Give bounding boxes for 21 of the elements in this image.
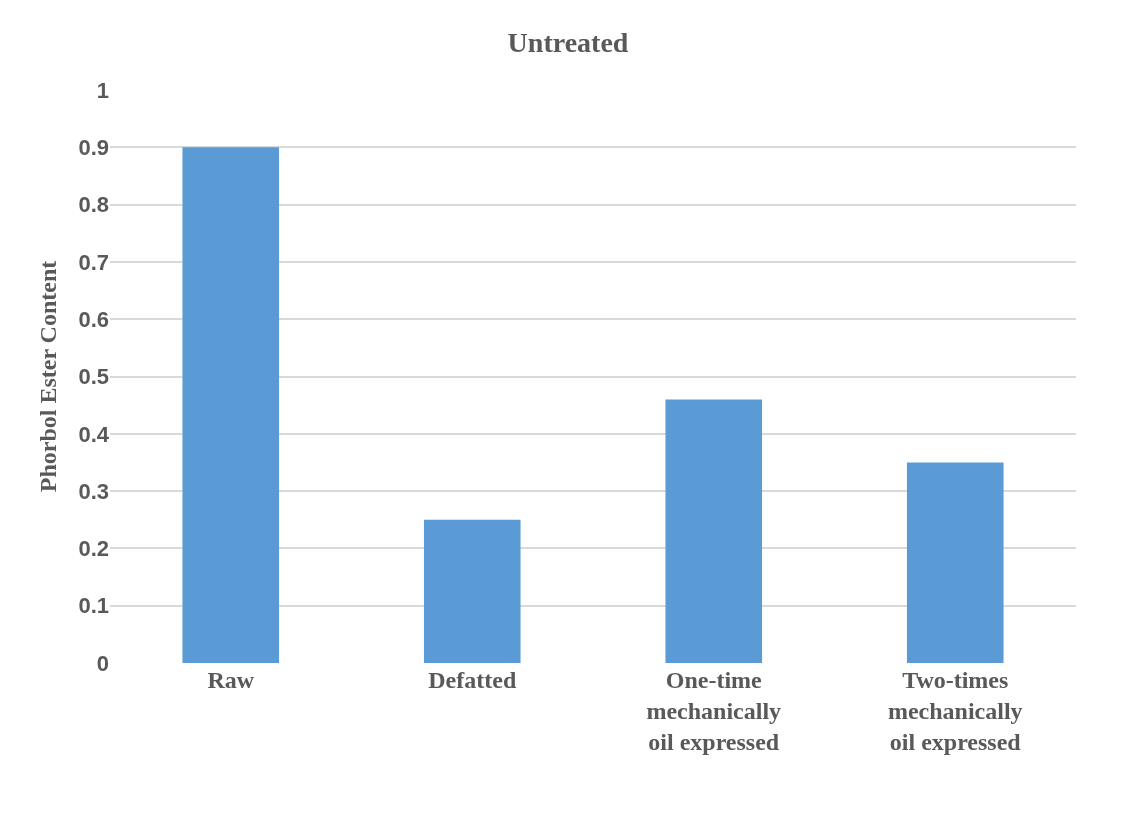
y-tick-label: 0.5 xyxy=(78,364,109,390)
y-axis-title: Phorbol Ester Content xyxy=(34,260,61,493)
y-tick-label: 1 xyxy=(96,77,109,103)
x-tick-label: Defatted xyxy=(428,667,517,693)
y-tick-label: 0.1 xyxy=(78,593,109,619)
bar xyxy=(906,462,1004,663)
y-tick-label: 0.9 xyxy=(78,135,109,160)
y-tick-label: 0.7 xyxy=(78,249,109,275)
x-tick-label: Two-times mechanically oil expressed xyxy=(887,667,1023,756)
x-tick-label: Raw xyxy=(207,667,255,693)
bar xyxy=(665,399,763,663)
y-tick-label: 0 xyxy=(96,650,109,676)
chart-title: Untreated xyxy=(507,27,629,59)
bar xyxy=(182,147,280,663)
y-tick-label: 0.3 xyxy=(78,478,109,504)
y-tick-label: 0.4 xyxy=(78,421,110,447)
y-tick-label: 0.8 xyxy=(78,192,109,218)
x-tick-label: One-time mechanically oil expressed xyxy=(646,667,782,756)
bar xyxy=(423,519,521,663)
y-tick-label: 0.6 xyxy=(78,306,109,332)
y-tick-label: 0.2 xyxy=(78,536,109,562)
